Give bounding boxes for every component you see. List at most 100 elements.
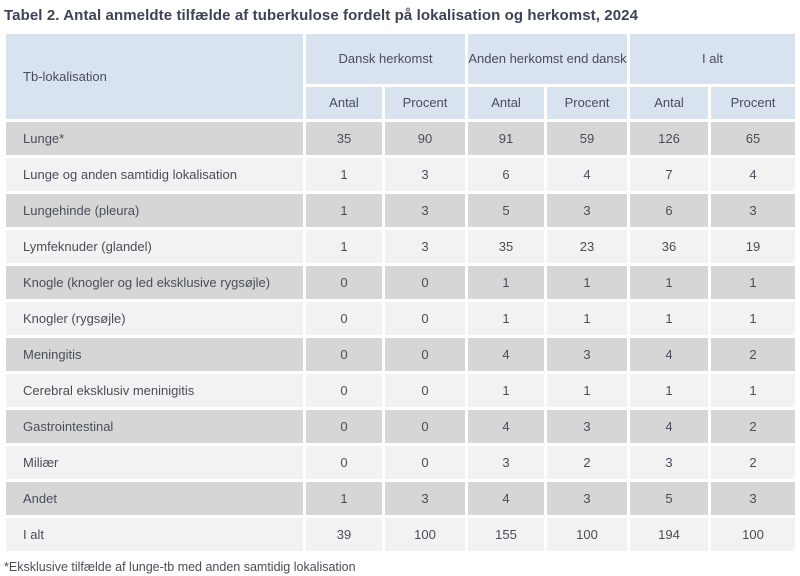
cell-value: 65 [711,122,796,155]
cell-value: 1 [711,302,796,335]
table-row: Lymfeknuder (glandel) 1 3 35 23 36 19 [6,230,796,263]
table-row: Knogle (knogler og led eksklusive rygsøj… [6,266,796,299]
footnote: *Eksklusive tilfælde af lunge-tb med and… [4,560,356,574]
cell-value: 6 [630,194,709,227]
cell-value: 1 [306,482,382,515]
group-header-anden-herkomst: Anden herkomst end dansk [468,34,628,84]
cell-value: 4 [468,410,545,443]
cell-value: 4 [468,338,545,371]
cell-value: 3 [385,194,466,227]
header-sub-row: Antal Procent Antal Procent Antal Procen… [6,87,796,119]
cell-value: 0 [385,266,466,299]
row-label: Gastrointestinal [6,410,303,443]
cell-value: 1 [630,266,709,299]
cell-value: 23 [547,230,628,263]
cell-value: 100 [547,518,628,551]
cell-value: 1 [306,230,382,263]
cell-value: 1 [306,194,382,227]
cell-value: 1 [306,158,382,191]
cell-value: 0 [306,410,382,443]
cell-value: 1 [547,302,628,335]
cell-value: 59 [547,122,628,155]
cell-value: 0 [306,266,382,299]
table-row: I alt 39 100 155 100 194 100 [6,518,796,551]
row-label: Miliær [6,446,303,479]
cell-value: 3 [468,446,545,479]
sub-header-procent-1: Procent [385,87,466,119]
sub-header-antal-3: Antal [630,87,709,119]
cell-value: 1 [468,302,545,335]
row-label: Andet [6,482,303,515]
cell-value: 194 [630,518,709,551]
row-label: I alt [6,518,303,551]
cell-value: 3 [711,194,796,227]
cell-value: 4 [711,158,796,191]
cell-value: 1 [711,374,796,407]
row-label: Lymfeknuder (glandel) [6,230,303,263]
header-group-row: Tb-lokalisation Dansk herkomst Anden her… [6,34,796,119]
cell-value: 126 [630,122,709,155]
cell-value: 36 [630,230,709,263]
cell-value: 1 [547,266,628,299]
cell-value: 100 [385,518,466,551]
cell-value: 1 [468,374,545,407]
sub-header-antal-2: Antal [468,87,545,119]
cell-value: 3 [547,194,628,227]
cell-value: 7 [630,158,709,191]
table-body: Lunge* 35 90 91 59 126 65 Lunge og anden samt… [6,122,796,551]
cell-value: 1 [547,374,628,407]
cell-value: 100 [711,518,796,551]
cell-value: 2 [711,410,796,443]
cell-value: 4 [630,410,709,443]
page-title: Tabel 2. Antal anmeldte tilfælde af tube… [4,7,639,24]
cell-value: 2 [711,338,796,371]
cell-value: 1 [630,302,709,335]
cell-value: 0 [385,446,466,479]
row-label: Lungehinde (pleura) [6,194,303,227]
sub-header-procent-2: Procent [547,87,628,119]
cell-value: 3 [385,230,466,263]
cell-value: 5 [468,194,545,227]
cell-value: 0 [306,302,382,335]
cell-value: 4 [547,158,628,191]
row-label: Knogle (knogler og led eksklusive rygsøj… [6,266,303,299]
sub-header-procent-3: Procent [711,87,796,119]
cell-value: 3 [385,158,466,191]
cell-value: 0 [306,374,382,407]
row-label: Lunge* [6,122,303,155]
cell-value: 2 [547,446,628,479]
cell-value: 39 [306,518,382,551]
row-label: Meningitis [6,338,303,371]
cell-value: 0 [385,374,466,407]
cell-value: 1 [630,374,709,407]
table-row: Lunge* 35 90 91 59 126 65 [6,122,796,155]
cell-value: 0 [385,302,466,335]
sub-header-antal-1: Antal [306,87,382,119]
cell-value: 6 [468,158,545,191]
cell-value: 90 [385,122,466,155]
cell-value: 3 [630,446,709,479]
cell-value: 1 [711,266,796,299]
cell-value: 3 [385,482,466,515]
group-header-dansk-herkomst: Dansk herkomst [306,34,466,84]
row-label: Knogler (rygsøjle) [6,302,303,335]
group-header-i-alt: I alt [630,34,796,84]
cell-value: 91 [468,122,545,155]
cell-value: 4 [468,482,545,515]
cell-value: 35 [468,230,545,263]
cell-value: 2 [711,446,796,479]
cell-value: 3 [711,482,796,515]
cell-value: 0 [385,338,466,371]
data-table: Tb-lokalisation Dansk herkomst Anden her… [3,31,798,554]
cell-value: 3 [547,338,628,371]
cell-value: 5 [630,482,709,515]
cell-value: 0 [306,338,382,371]
